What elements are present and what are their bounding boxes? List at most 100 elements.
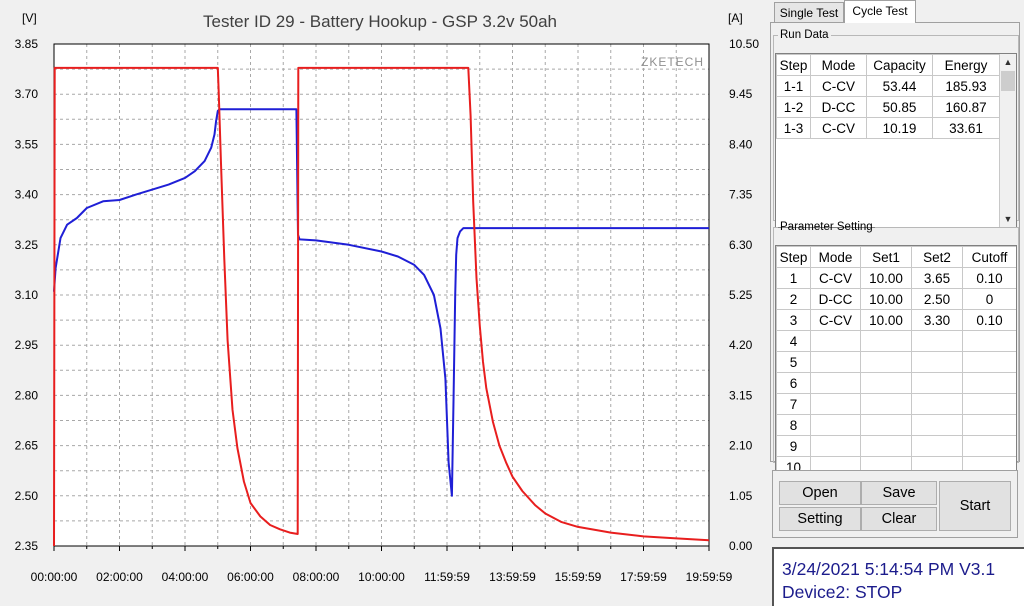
y-left-tick-label: 3.85 <box>15 37 39 51</box>
chart-title: Tester ID 29 - Battery Hookup - GSP 3.2v… <box>203 12 557 31</box>
run-data-group: Run Data Step Mode Capacity Energy 1-1 C-CV 5… <box>773 29 1019 228</box>
parameter-cell: 8 <box>776 414 811 436</box>
run-data-cell: 33.61 <box>932 117 1000 139</box>
parameter-header-cell: Step <box>776 246 811 268</box>
scroll-down-icon[interactable]: ▼ <box>1000 211 1016 227</box>
parameter-cell: 0.10 <box>962 309 1016 331</box>
tab-cycle-test[interactable]: Cycle Test <box>844 0 916 23</box>
y-left-tick-label: 2.65 <box>15 439 39 453</box>
y-right-tick-label: 5.25 <box>729 288 753 302</box>
run-data-header-cell: Mode <box>810 54 867 76</box>
tab-single-test[interactable]: Single Test <box>774 2 844 22</box>
y-left-tick-label: 2.35 <box>15 539 39 553</box>
parameter-row[interactable]: 9 <box>776 435 1016 457</box>
parameter-cell: D-CC <box>810 288 861 310</box>
parameter-cell <box>810 456 861 470</box>
parameter-cell: 10.00 <box>860 267 912 289</box>
x-tick-label: 19:59:59 <box>686 570 733 584</box>
parameter-cell <box>962 435 1016 457</box>
clear-button[interactable]: Clear <box>861 507 937 531</box>
run-data-scrollbar[interactable]: ▲ ▼ <box>999 54 1016 227</box>
setting-button[interactable]: Setting <box>779 507 861 531</box>
parameter-cell <box>810 330 861 352</box>
run-data-grid[interactable]: Step Mode Capacity Energy 1-1 C-CV 53.44 185.9… <box>775 53 1017 228</box>
x-tick-label: 15:59:59 <box>555 570 602 584</box>
y-right-tick-label: 4.20 <box>729 338 753 352</box>
parameter-cell <box>911 351 963 373</box>
parameter-cell <box>810 435 861 457</box>
parameter-row[interactable]: 1 C-CV 10.00 3.65 0.10 <box>776 267 1016 289</box>
x-tick-label: 10:00:00 <box>358 570 405 584</box>
battery-chart: Tester ID 29 - Battery Hookup - GSP 3.2v… <box>15 11 760 584</box>
status-datetime: 3/24/2021 5:14:54 PM V3.1 <box>782 559 996 579</box>
parameter-row[interactable]: 5 <box>776 351 1016 373</box>
open-button[interactable]: Open <box>779 481 861 505</box>
parameter-cell <box>810 372 861 394</box>
run-data-row[interactable]: 1-2 D-CC 50.85 160.87 <box>776 96 1000 118</box>
parameter-row[interactable]: 10 <box>776 456 1016 470</box>
run-data-cell: 1-2 <box>776 96 811 118</box>
left-axis-unit: [V] <box>22 11 37 25</box>
y-right-tick-label: 2.10 <box>729 439 753 453</box>
y-right-tick-label: 10.50 <box>729 37 759 51</box>
run-data-header-cell: Energy <box>932 54 1000 76</box>
current-series-line <box>53 66 710 547</box>
x-tick-label: 08:00:00 <box>293 570 340 584</box>
parameter-header-cell: Set1 <box>860 246 912 268</box>
parameter-row[interactable]: 8 <box>776 414 1016 436</box>
parameter-cell <box>911 456 963 470</box>
parameter-row[interactable]: 3 C-CV 10.00 3.30 0.10 <box>776 309 1016 331</box>
scroll-up-icon[interactable]: ▲ <box>1000 54 1016 70</box>
parameter-cell <box>911 330 963 352</box>
parameter-cell <box>810 393 861 415</box>
run-data-row[interactable]: 1-1 C-CV 53.44 185.93 <box>776 75 1000 97</box>
run-data-cell: 50.85 <box>866 96 933 118</box>
y-left-tick-label: 3.55 <box>15 137 39 151</box>
x-tick-label: 13:59:59 <box>489 570 536 584</box>
parameter-row[interactable]: 6 <box>776 372 1016 394</box>
parameter-cell: 1 <box>776 267 811 289</box>
watermark-label: ZKETECH <box>641 55 704 69</box>
run-data-header-row: Step Mode Capacity Energy <box>776 54 1000 76</box>
parameter-cell <box>860 351 912 373</box>
parameter-cell: 10.00 <box>860 309 912 331</box>
parameter-cell: 3 <box>776 309 811 331</box>
run-data-cell: 160.87 <box>932 96 1000 118</box>
parameter-cell <box>911 414 963 436</box>
run-data-cell: 10.19 <box>866 117 933 139</box>
x-tick-label: 06:00:00 <box>227 570 274 584</box>
parameter-cell: 3.30 <box>911 309 963 331</box>
parameter-cell: 10 <box>776 456 811 470</box>
parameter-row[interactable]: 7 <box>776 393 1016 415</box>
parameter-cell <box>860 435 912 457</box>
save-button[interactable]: Save <box>861 481 937 505</box>
parameter-cell: 3.65 <box>911 267 963 289</box>
parameter-cell <box>962 351 1016 373</box>
start-button[interactable]: Start <box>939 481 1011 531</box>
parameter-row[interactable]: 4 <box>776 330 1016 352</box>
y-right-tick-label: 1.05 <box>729 489 753 503</box>
run-data-cell: 1-1 <box>776 75 811 97</box>
run-data-cell: 1-3 <box>776 117 811 139</box>
scroll-thumb[interactable] <box>1001 71 1015 91</box>
run-data-row[interactable]: 1-3 C-CV 10.19 33.61 <box>776 117 1000 139</box>
parameter-grid[interactable]: Step Mode Set1 Set2 Cutoff 1 C-CV 10.00 3.65 0.1… <box>775 245 1017 471</box>
run-data-cell: 53.44 <box>866 75 933 97</box>
y-right-tick-label: 7.35 <box>729 188 753 202</box>
parameter-cell <box>962 414 1016 436</box>
parameter-cell: C-CV <box>810 309 861 331</box>
status-display: 3/24/2021 5:14:54 PM V3.1 Device2: STOP <box>772 547 1024 606</box>
parameter-cell: 2.50 <box>911 288 963 310</box>
x-tick-label: 00:00:00 <box>31 570 78 584</box>
parameter-setting-legend: Parameter Setting <box>780 221 873 233</box>
parameter-setting-group: Parameter Setting Step Mode Set1 Set2 Cutoff… <box>773 221 1019 471</box>
parameter-row[interactable]: 2 D-CC 10.00 2.50 0 <box>776 288 1016 310</box>
parameter-cell <box>911 372 963 394</box>
parameter-cell <box>911 393 963 415</box>
parameter-cell <box>962 372 1016 394</box>
y-right-tick-label: 9.45 <box>729 87 753 101</box>
y-right-tick-label: 0.00 <box>729 539 753 553</box>
run-data-table: Step Mode Capacity Energy 1-1 C-CV 53.44 185.9… <box>776 54 1000 139</box>
run-data-cell: 185.93 <box>932 75 1000 97</box>
y-left-tick-label: 2.50 <box>15 489 39 503</box>
